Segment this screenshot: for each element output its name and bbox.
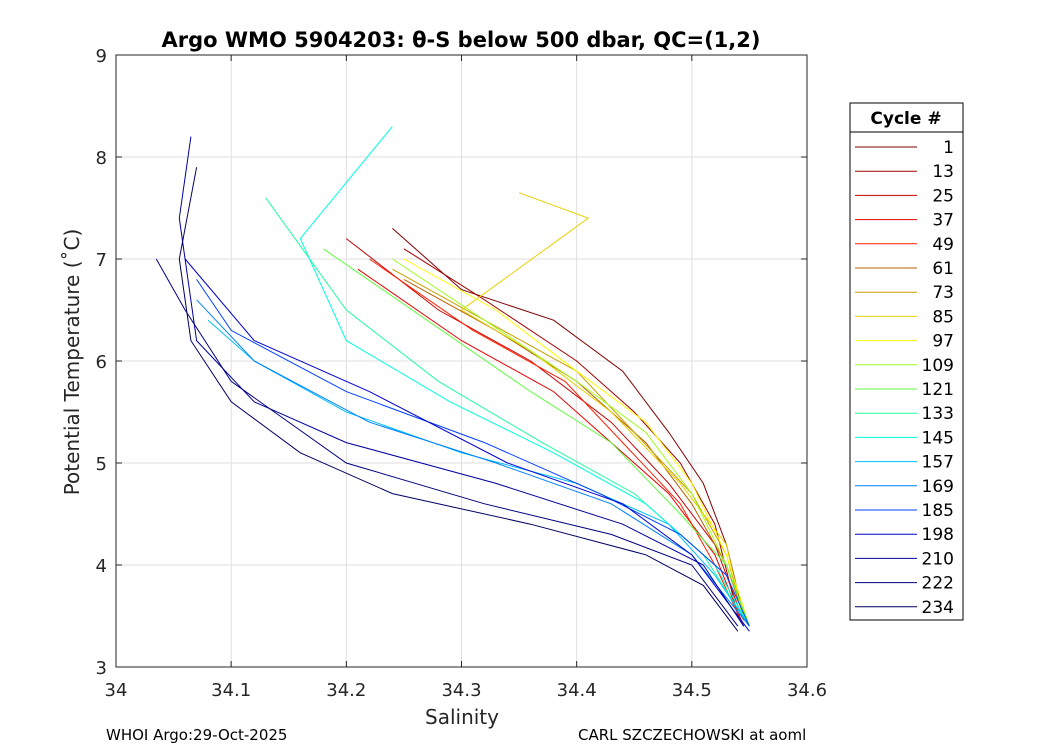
legend-label: 145: [922, 428, 954, 448]
y-tick-label: 8: [96, 148, 107, 169]
x-tick-label: 34.5: [672, 680, 712, 701]
legend-label: 85: [932, 307, 954, 327]
y-tick-label: 9: [96, 46, 107, 67]
y-tick-label: 7: [96, 250, 107, 271]
chart-title: Argo WMO 5904203: θ-S below 500 dbar, QC…: [162, 28, 761, 52]
legend-label: 1: [943, 138, 954, 158]
x-tick-label: 34.4: [557, 680, 597, 701]
series-line-cycle-198: [184, 258, 750, 632]
series-line-cycle-133: [265, 197, 750, 627]
legend-items: 1 13 25 37 49 61 73 85 97 109 121 133 145 157 169 185 19…: [855, 138, 954, 618]
series-line-cycle-234: [178, 167, 739, 632]
y-tick-label: 5: [96, 454, 107, 475]
y-tick-label: 6: [96, 352, 107, 373]
legend-label: 198: [922, 525, 954, 545]
legend-label: 133: [922, 404, 954, 424]
series-line-cycle-121: [323, 248, 750, 627]
legend-label: 157: [922, 453, 954, 473]
series-line-cycle-73: [392, 268, 745, 617]
legend-label: 13: [932, 162, 954, 182]
x-tick-label: 34.3: [441, 680, 481, 701]
legend-label: 97: [932, 332, 954, 352]
y-axis-label: Potential Temperature (˚C): [60, 229, 84, 496]
y-tick-label: 4: [96, 556, 107, 577]
legend-label: 121: [922, 380, 954, 400]
y-tick-label: 3: [96, 658, 107, 679]
series-line-cycle-49: [369, 258, 745, 627]
legend-label: 222: [922, 574, 954, 594]
series-line-cycle-210: [178, 136, 745, 627]
series-line-cycle-25: [345, 238, 745, 622]
legend-label: 37: [932, 211, 954, 231]
series-line-cycle-97: [403, 258, 750, 627]
x-tick-label: 34: [105, 680, 128, 701]
legend-label: 210: [922, 549, 954, 569]
series-line-cycle-185: [196, 279, 750, 627]
legend-label: 185: [922, 501, 954, 521]
series-line-cycle-1: [392, 228, 745, 617]
legend-title: Cycle #: [870, 109, 941, 129]
legend-label: 25: [932, 186, 954, 206]
legend-label: 109: [922, 356, 954, 376]
x-axis-label: Salinity: [425, 705, 499, 729]
legend-label: 169: [922, 477, 954, 497]
series-layer: [155, 126, 750, 632]
grid-lines: [116, 55, 807, 667]
legend: Cycle # 1 13 25 37 49 61 73 85 97 109 121 133 145 157…: [849, 102, 964, 621]
series-line-cycle-13: [403, 248, 739, 617]
x-tick-label: 34.2: [326, 680, 366, 701]
legend-label: 234: [922, 598, 954, 618]
series-line-cycle-85: [460, 192, 745, 622]
series-line-cycle-222: [155, 258, 739, 627]
legend-label: 61: [932, 259, 954, 279]
series-line-cycle-145: [299, 126, 750, 627]
footer-author: CARL SZCZECHOWSKI at aoml: [578, 726, 807, 744]
footer-source-date: WHOI Argo:29-Oct-2025: [106, 726, 288, 744]
legend-label: 49: [932, 235, 954, 255]
legend-label: 73: [932, 283, 954, 303]
x-tick-label: 34.6: [787, 680, 827, 701]
x-tick-label: 34.1: [211, 680, 251, 701]
